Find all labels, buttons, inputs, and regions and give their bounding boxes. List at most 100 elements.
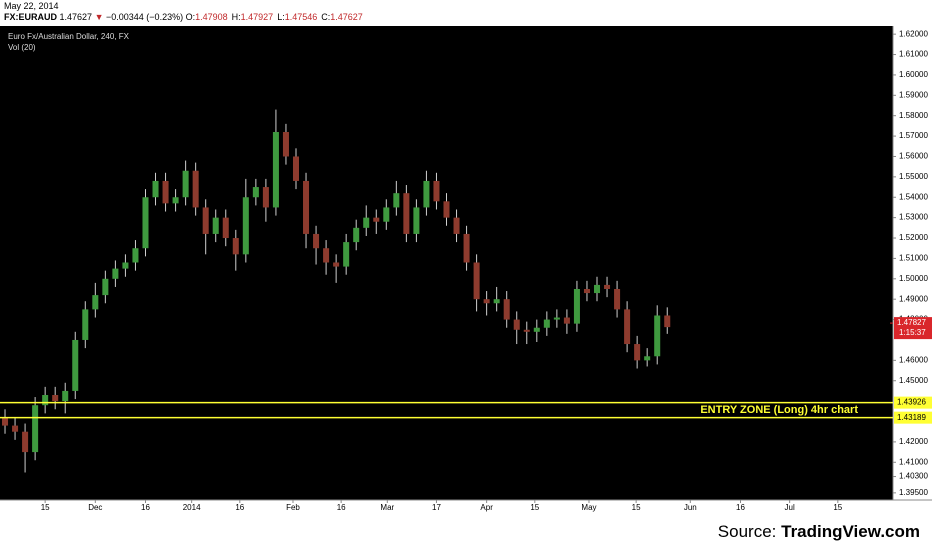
candle-body <box>583 288 590 294</box>
candle-body <box>232 238 239 255</box>
candle-body <box>403 193 410 234</box>
ohlc-label: O: <box>185 12 196 22</box>
ohlc-value: 1.47546 <box>284 12 318 22</box>
last: 1.47627 <box>59 12 93 22</box>
change: −0.00344 (−0.23%) <box>106 12 184 22</box>
y-tick-label: 1.51000 <box>899 254 928 263</box>
y-tick-label: 1.46000 <box>899 355 928 364</box>
candle-body <box>292 156 300 181</box>
y-tick-label: 1.41000 <box>899 457 928 466</box>
ohlc-value: 1.47627 <box>330 12 363 22</box>
candle-body <box>152 180 159 198</box>
candle-body <box>553 317 560 320</box>
candle-body <box>62 390 69 402</box>
candle-body <box>493 299 500 304</box>
date: May 22, 2014 <box>4 1 59 11</box>
candle-body <box>423 180 430 208</box>
candle-body <box>453 217 460 234</box>
footer: Source: TradingView.com <box>718 522 920 542</box>
candle-body <box>142 197 149 249</box>
candle-body <box>22 431 29 453</box>
y-tick-label: 1.54000 <box>899 192 928 201</box>
candle-body <box>102 278 109 296</box>
candle-body <box>533 327 540 332</box>
x-tick-label: Jul <box>785 503 795 512</box>
candle-body <box>483 299 490 304</box>
x-tick-label: 17 <box>432 503 441 512</box>
y-tick-label: 1.49000 <box>899 294 928 303</box>
candle-body <box>343 242 350 267</box>
y-tick-label: 1.60000 <box>899 70 928 79</box>
level-label-box <box>894 396 932 409</box>
y-tick-label: 1.39500 <box>899 488 928 497</box>
candle-body <box>604 284 611 289</box>
candle-body <box>92 295 99 310</box>
candle-body <box>82 309 89 340</box>
y-tick-label: 1.53000 <box>899 213 928 222</box>
candle-body <box>433 180 440 202</box>
candle-body <box>222 217 229 239</box>
last-price-label: 1.47827 <box>897 318 926 327</box>
level-label-box <box>894 411 932 424</box>
candle-body <box>624 309 631 345</box>
ohlc-value: 1.47927 <box>240 12 274 22</box>
candle-body <box>463 233 470 263</box>
candle-body <box>664 315 671 328</box>
y-tick-label: 1.56000 <box>899 152 928 161</box>
candle-body <box>212 217 219 234</box>
candle-body <box>313 233 320 249</box>
candle-body <box>543 319 550 328</box>
candle-body <box>563 317 570 324</box>
y-tick-label: 1.57000 <box>899 131 928 140</box>
last-price-box <box>894 317 932 340</box>
change-arrow: ▼ <box>94 12 104 22</box>
candle-body <box>443 201 450 218</box>
candle-body <box>654 315 661 357</box>
candle-body <box>42 395 49 406</box>
y-tick-label: 1.42000 <box>899 437 928 446</box>
x-tick-label: 15 <box>41 503 50 512</box>
x-tick-label: 2014 <box>183 503 201 512</box>
candle-body <box>644 356 651 361</box>
y-tick-label: 1.62000 <box>899 29 928 38</box>
candle-body <box>333 262 340 267</box>
x-tick-label: Jun <box>684 503 697 512</box>
y-tick-label: 1.61000 <box>899 50 928 59</box>
candle-body <box>162 180 169 204</box>
candle-body <box>172 197 179 204</box>
header: May 22, 2014 FX:EURAUD 1.47627 ▼ −0.0034… <box>4 1 367 23</box>
annotation: ENTRY ZONE (Long) 4hr chart <box>700 404 858 416</box>
candle-body <box>282 132 289 157</box>
ohlc-value: 1.47908 <box>195 12 228 22</box>
candle-body <box>363 217 370 228</box>
x-tick-label: 15 <box>530 503 539 512</box>
candle-body <box>52 395 59 402</box>
x-tick-label: 16 <box>337 503 346 512</box>
plot-bg <box>0 26 893 500</box>
candle-body <box>513 319 520 330</box>
candle-body <box>132 248 139 263</box>
x-tick-label: 15 <box>833 503 842 512</box>
source-site: TradingView.com <box>781 522 920 541</box>
x-tick-label: 15 <box>632 503 641 512</box>
y-tick-label: 1.50000 <box>899 274 928 283</box>
candle-body <box>202 207 209 234</box>
chart-title: Euro Fx/Australian Dollar, 240, FX <box>8 32 130 41</box>
x-tick-label: Apr <box>480 503 493 512</box>
ohlc-label: C: <box>321 12 331 22</box>
candle-body <box>252 187 259 198</box>
x-tick-label: Mar <box>380 503 394 512</box>
source-prefix: Source: <box>717 522 777 541</box>
level-label: 1.43926 <box>897 398 926 407</box>
candle-body <box>12 425 19 432</box>
countdown: 1:15:37 <box>899 328 926 337</box>
subtitle: Vol (20) <box>8 43 36 52</box>
candle-body <box>72 339 79 391</box>
x-tick-label: Feb <box>286 503 300 512</box>
y-tick-label: 1.40300 <box>899 472 928 481</box>
candle-body <box>2 417 9 426</box>
level-label: 1.43189 <box>897 413 926 422</box>
candle-body <box>272 132 279 208</box>
candle-body <box>413 207 420 234</box>
candle-body <box>262 187 269 208</box>
